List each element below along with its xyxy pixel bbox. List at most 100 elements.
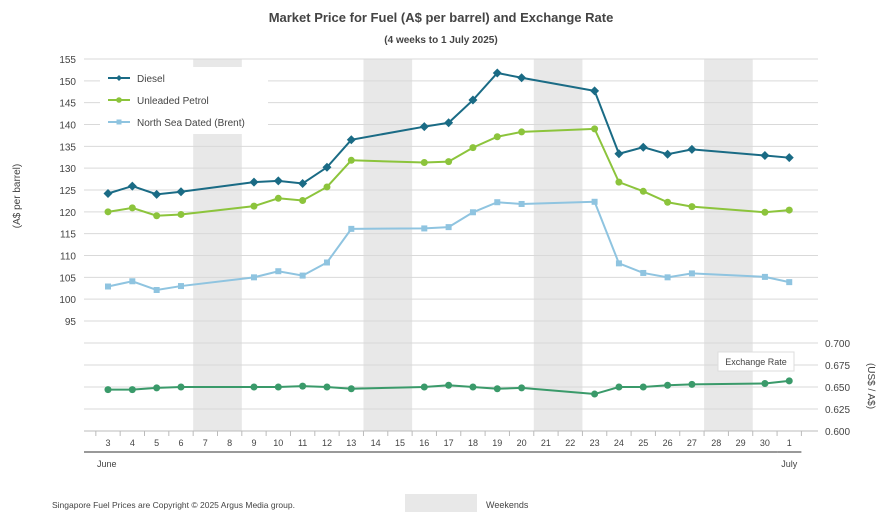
data-point: [517, 73, 527, 83]
x-tick-label: 11: [298, 438, 307, 448]
y-tick-label-left: 145: [59, 99, 76, 110]
x-tick-label: 18: [468, 438, 478, 448]
data-point: [518, 384, 526, 392]
y-tick-label-right: 0.650: [825, 383, 850, 394]
data-point: [177, 283, 184, 290]
chart-title: Market Price for Fuel (A$ per barrel) an…: [269, 10, 614, 25]
data-point: [615, 383, 623, 391]
data-point: [421, 225, 428, 232]
weekend-band-top: [193, 59, 242, 67]
data-point: [275, 268, 282, 275]
data-point: [298, 178, 308, 188]
data-point: [688, 203, 696, 211]
data-point: [785, 206, 793, 214]
y-axis-label-left: (A$ per barrel): [12, 164, 23, 228]
data-point: [493, 385, 501, 393]
data-point: [128, 386, 136, 394]
data-point: [785, 377, 793, 385]
data-point: [469, 144, 477, 152]
data-point: [322, 162, 332, 172]
x-tick-label: 16: [419, 438, 429, 448]
x-tick-label: 12: [322, 438, 332, 448]
data-point: [638, 142, 648, 152]
data-point: [153, 286, 160, 293]
data-point: [492, 68, 502, 78]
x-tick-label: 29: [736, 438, 746, 448]
data-point: [640, 269, 647, 276]
data-point: [687, 144, 697, 154]
y-tick-label-left: 135: [59, 142, 76, 153]
x-tick-label: 19: [492, 438, 502, 448]
axes: 951001051101151201251301351401451501550.…: [59, 55, 850, 469]
data-point: [323, 259, 330, 266]
data-point: [590, 86, 600, 96]
data-point: [761, 273, 768, 280]
exchange-label-box: [717, 351, 795, 372]
x-tick-label: 8: [227, 438, 232, 448]
data-point: [639, 383, 647, 391]
x-tick-label: 21: [541, 438, 551, 448]
weekends-legend-swatch: [405, 494, 477, 512]
legend-label: Unleaded Petrol: [137, 96, 209, 107]
y-tick-label-left: 140: [59, 121, 76, 132]
x-tick-label: 1: [787, 438, 792, 448]
y-tick-label-left: 150: [59, 77, 76, 88]
data-point: [469, 209, 476, 216]
x-tick-label: 26: [663, 438, 673, 448]
weekend-bands: [193, 59, 753, 431]
y-tick-label-left: 100: [59, 295, 76, 306]
x-tick-label: 27: [687, 438, 697, 448]
data-point: [153, 212, 161, 220]
x-tick-label: 7: [203, 438, 208, 448]
data-point: [273, 176, 283, 186]
legend: Diesel Unleaded Petrol North Sea Dated (Br…: [100, 68, 268, 134]
data-point: [664, 274, 671, 281]
data-point: [323, 183, 331, 191]
x-tick-label: 14: [371, 438, 381, 448]
data-point: [103, 188, 113, 198]
data-point: [444, 118, 454, 128]
weekend-band: [363, 59, 413, 431]
data-point: [445, 381, 453, 389]
data-point: [250, 383, 258, 391]
data-point: [468, 95, 478, 105]
x-tick-label: 3: [105, 438, 110, 448]
y-tick-label-left: 155: [59, 55, 76, 66]
x-tick-label: 17: [444, 438, 454, 448]
data-point: [688, 380, 696, 388]
data-point: [129, 278, 136, 285]
data-point: [639, 187, 647, 195]
y-tick-label-left: 110: [60, 252, 76, 263]
x-tick-label: 23: [590, 438, 600, 448]
data-point: [518, 200, 525, 207]
data-point: [176, 187, 186, 197]
data-point: [299, 196, 307, 204]
chart-subtitle: (4 weeks to 1 July 2025): [384, 35, 497, 46]
y-tick-label-left: 95: [65, 317, 77, 328]
data-point: [688, 270, 695, 277]
x-tick-label: 25: [638, 438, 648, 448]
data-point: [591, 198, 598, 205]
y-tick-label-left: 105: [59, 273, 76, 284]
y-tick-label-left: 115: [60, 230, 76, 241]
weekend-band: [533, 59, 583, 431]
data-point: [420, 158, 428, 166]
data-point: [153, 384, 161, 392]
weekend-band: [704, 59, 753, 431]
source-note: Singapore Fuel Prices are Copyright © 20…: [52, 500, 295, 510]
data-point: [786, 279, 793, 286]
data-point: [445, 158, 453, 166]
month-label: July: [781, 459, 798, 469]
x-tick-label: 15: [395, 438, 405, 448]
data-point: [347, 156, 355, 164]
data-point: [152, 189, 162, 199]
x-tick-label: 24: [614, 438, 624, 448]
data-point: [664, 381, 672, 389]
data-point: [591, 125, 599, 133]
x-tick-label: 13: [346, 438, 356, 448]
y-tick-label-right: 0.675: [825, 361, 850, 372]
x-tick-label: 20: [517, 438, 527, 448]
legend-marker: [116, 97, 122, 103]
series-lines: [103, 68, 794, 398]
